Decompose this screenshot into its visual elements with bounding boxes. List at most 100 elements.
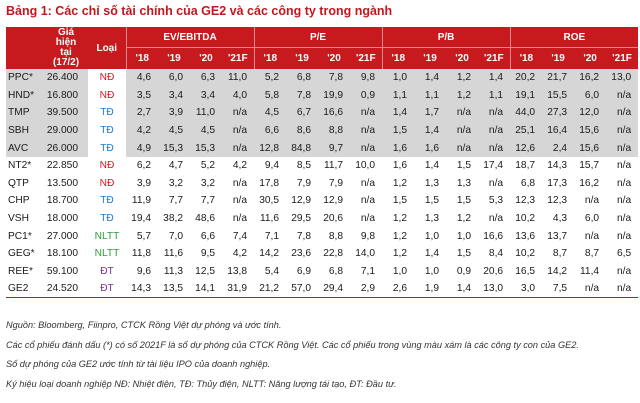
roe-cell: 15,6 xyxy=(574,121,607,140)
pb-cell: 1,5 xyxy=(456,195,472,207)
pb-cell: 1,1 xyxy=(478,86,511,105)
ticker-cell: QTP xyxy=(8,177,29,189)
pe-cell: 5,2 xyxy=(254,69,287,87)
type-cell: NLTT xyxy=(88,227,126,245)
ev-cell: 13,8 xyxy=(227,265,248,277)
roe-cell: 16,2 xyxy=(574,69,607,87)
pb-cell: 1,0 xyxy=(424,265,440,277)
roe-cell: n/a xyxy=(616,195,632,207)
pb-cell: 1,4 xyxy=(424,248,440,260)
pe-cell: 16,6 xyxy=(318,104,351,122)
pb-cell: 13,0 xyxy=(478,280,511,299)
pb-cell: 1,5 xyxy=(424,195,440,207)
pb-cell: 1,4 xyxy=(424,160,440,172)
pb-cell: 2,6 xyxy=(382,280,415,299)
ev-cell: 4,6 xyxy=(126,69,158,87)
pe-cell: 11,6 xyxy=(259,213,280,225)
pe-cell: n/a xyxy=(350,139,383,157)
pb-cell: 1,1 xyxy=(382,86,415,105)
roe-cell: 4,3 xyxy=(552,213,568,225)
pe-cell: 6,9 xyxy=(296,265,312,277)
pb-cell: 1,7 xyxy=(414,104,447,122)
pb-cell: 1,2 xyxy=(392,248,408,260)
roe-cell: n/a xyxy=(606,121,639,140)
pb-cell: 1,1 xyxy=(414,86,447,105)
table-header: Giá hiện tại (17/2) Loại EV/EBITDA P/E P… xyxy=(6,27,639,69)
ev-cell: 48,6 xyxy=(195,213,215,225)
pe-cell: 6,8 xyxy=(286,69,319,87)
ticker-cell: GE2 xyxy=(6,280,44,299)
pe-cell: 12,8 xyxy=(254,139,287,157)
ev-cell: 19,4 xyxy=(131,213,151,225)
roe-cell: 6,0 xyxy=(584,213,600,225)
pe-cell: 12,9 xyxy=(291,195,312,207)
table-row: QTP 13.500 NĐ 3,9 3,2 3,2 n/a 17,8 7,9 7,9 n/a 1,2 1… xyxy=(6,174,638,193)
table-row: SBH 29.000 TĐ 4,2 4,5 4,5 n/a 6,6 8,6 8,8 n/a 1,5 1,… xyxy=(6,121,639,140)
roe-cell: n/a xyxy=(616,160,632,172)
ev-cell: 11,0 xyxy=(190,104,222,122)
ticker-cell: PC1* xyxy=(8,230,32,242)
header-year: '21F xyxy=(478,47,511,69)
roe-cell: 6,8 xyxy=(520,177,536,189)
roe-cell: 12,3 xyxy=(547,195,568,207)
roe-cell: 6,0 xyxy=(574,86,607,105)
pe-cell: 8,5 xyxy=(296,160,312,172)
pe-cell: 29,5 xyxy=(291,213,312,225)
roe-cell: 27,3 xyxy=(542,104,575,122)
ticker-cell: VSH xyxy=(8,213,29,225)
type-cell: NĐ xyxy=(88,156,126,175)
ev-cell: 6,2 xyxy=(136,160,151,172)
roe-cell: n/a xyxy=(616,230,632,242)
pb-cell: 1,6 xyxy=(414,139,447,157)
type-cell: NĐ xyxy=(88,69,126,87)
ev-cell: 4,7 xyxy=(168,160,183,172)
roe-cell: n/a xyxy=(606,280,639,299)
pb-cell: 1,2 xyxy=(392,230,408,242)
pe-cell: 8,8 xyxy=(318,121,351,140)
ev-cell: n/a xyxy=(232,213,248,225)
note-ge2-forecast: Số dự phóng của GE2 ước tính từ tài liệu… xyxy=(6,359,271,369)
ev-cell: 7,7 xyxy=(200,195,215,207)
ev-cell: 3,9 xyxy=(158,104,190,122)
roe-cell: 13,6 xyxy=(515,230,536,242)
ev-cell: n/a xyxy=(222,139,255,157)
ev-cell: 7,7 xyxy=(168,195,183,207)
type-cell: NĐ xyxy=(88,86,126,105)
header-year: '19 xyxy=(158,47,190,69)
pb-cell: 1,0 xyxy=(392,265,408,277)
roe-cell: 2,4 xyxy=(542,139,575,157)
ticker-cell: AVC xyxy=(6,139,44,157)
header-year: '20 xyxy=(190,47,222,69)
roe-cell: 6,5 xyxy=(616,248,632,260)
price-cell: 13.500 xyxy=(46,177,78,189)
header-year: '19 xyxy=(542,47,575,69)
header-year: '18 xyxy=(381,47,415,69)
roe-cell: n/a xyxy=(606,104,639,122)
price-cell: 16.800 xyxy=(44,86,88,105)
ev-cell: 11,9 xyxy=(131,195,151,207)
pe-cell: 9,7 xyxy=(318,139,351,157)
ev-cell: 14,1 xyxy=(190,280,222,299)
ev-cell: 5,7 xyxy=(136,230,151,242)
header-years-row: '18'19'20'21F '18'19'20'21F '18'19'20'21F '… xyxy=(6,47,639,69)
roe-cell: 14,3 xyxy=(547,160,568,172)
header-year: '19 xyxy=(286,47,319,69)
ticker-cell: GEG* xyxy=(8,248,35,260)
ev-cell: 6,3 xyxy=(190,69,222,87)
ev-cell: 9,5 xyxy=(200,248,215,260)
header-year: '21F xyxy=(222,47,255,69)
pe-cell: 29,4 xyxy=(318,280,351,299)
pe-cell: 2,9 xyxy=(350,280,383,299)
roe-cell: 44,0 xyxy=(510,104,543,122)
pb-cell: 1,2 xyxy=(392,177,408,189)
ev-cell: 12,5 xyxy=(195,265,215,277)
table-row: GE2 24.520 ĐT 14,3 13,5 14,1 31,9 21,2 57,0 29,4 2… xyxy=(6,280,639,299)
pe-cell: 9,8 xyxy=(360,230,376,242)
pe-cell: 7,1 xyxy=(360,265,376,277)
ev-cell: 15,3 xyxy=(158,139,190,157)
ev-cell: 6,0 xyxy=(158,69,190,87)
table-row: GEG* 18.100 NLTT 11,8 11,6 9,5 4,2 14,2 23,6 22,8… xyxy=(6,244,638,263)
price-cell: 22.850 xyxy=(46,160,78,172)
pb-cell: n/a xyxy=(478,139,511,157)
pe-cell: n/a xyxy=(350,104,383,122)
